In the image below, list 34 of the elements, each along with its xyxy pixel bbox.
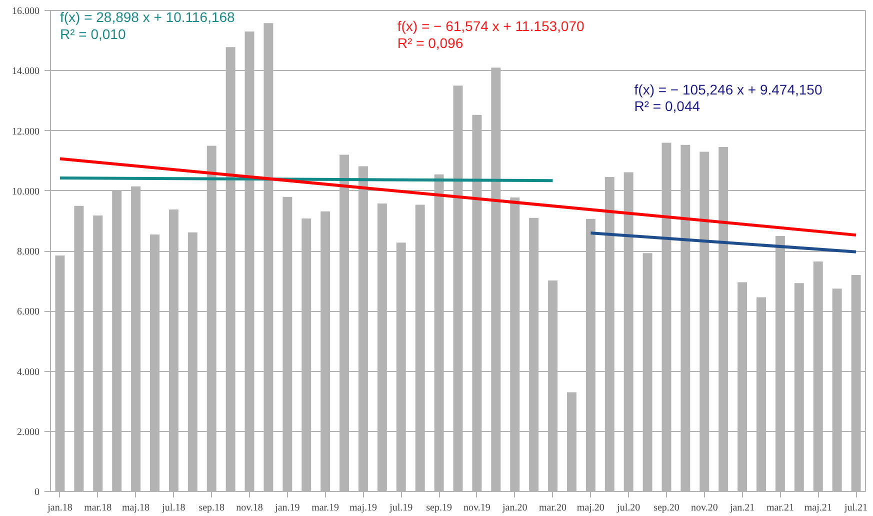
x-tick-label: jul.18 [161,502,186,514]
y-tick-label: 4.000 [17,366,40,378]
x-tick-label: jan.21 [728,502,755,514]
y-tick-label: 0 [34,487,40,498]
x-tick-label: jul.20 [616,502,640,514]
y-tick-label: 12.000 [12,126,40,138]
x-tick-label: maj.18 [122,502,150,514]
x-tick-label: maj.19 [349,502,377,514]
x-tick-label: sep.20 [654,502,680,514]
x-tick-label: jan.19 [274,502,300,514]
x-tick-label: mar.20 [539,502,567,514]
annotation: f(x) = − 61,574 x + 11.153,070 R² = 0,096 [397,18,584,51]
x-tick-label: maj.21 [804,502,832,514]
y-tick-label: 8.000 [17,246,40,258]
y-tick-label: 6.000 [17,306,40,318]
y-tick-label: 2.000 [17,426,40,438]
x-tick-label: jul.19 [388,502,413,514]
x-tick-label: jan.18 [46,502,72,514]
x-tick-label: nov.20 [690,502,718,514]
x-tick-label: nov.18 [236,502,263,514]
x-tick-label: nov.19 [464,502,490,514]
y-tick-label: 14.000 [12,66,40,78]
x-tick-label: mar.18 [84,502,112,514]
y-tick-label: 10.000 [12,186,40,198]
x-tick-label: mar.21 [766,502,794,514]
x-tick-label: jul.21 [843,502,868,514]
x-tick-label: maj.20 [576,502,604,514]
x-tick-label: sep.18 [198,502,225,514]
annotation: f(x) = 28,898 x + 10.116,168 R² = 0,010 [60,9,236,42]
x-tick-label: mar.19 [312,502,340,514]
x-tick-label: sep.19 [426,502,452,514]
y-tick-label: 16.000 [12,6,40,17]
x-tick-label: jan.20 [502,502,528,514]
annotation: f(x) = − 105,246 x + 9.474,150 R² = 0,044 [634,81,822,114]
